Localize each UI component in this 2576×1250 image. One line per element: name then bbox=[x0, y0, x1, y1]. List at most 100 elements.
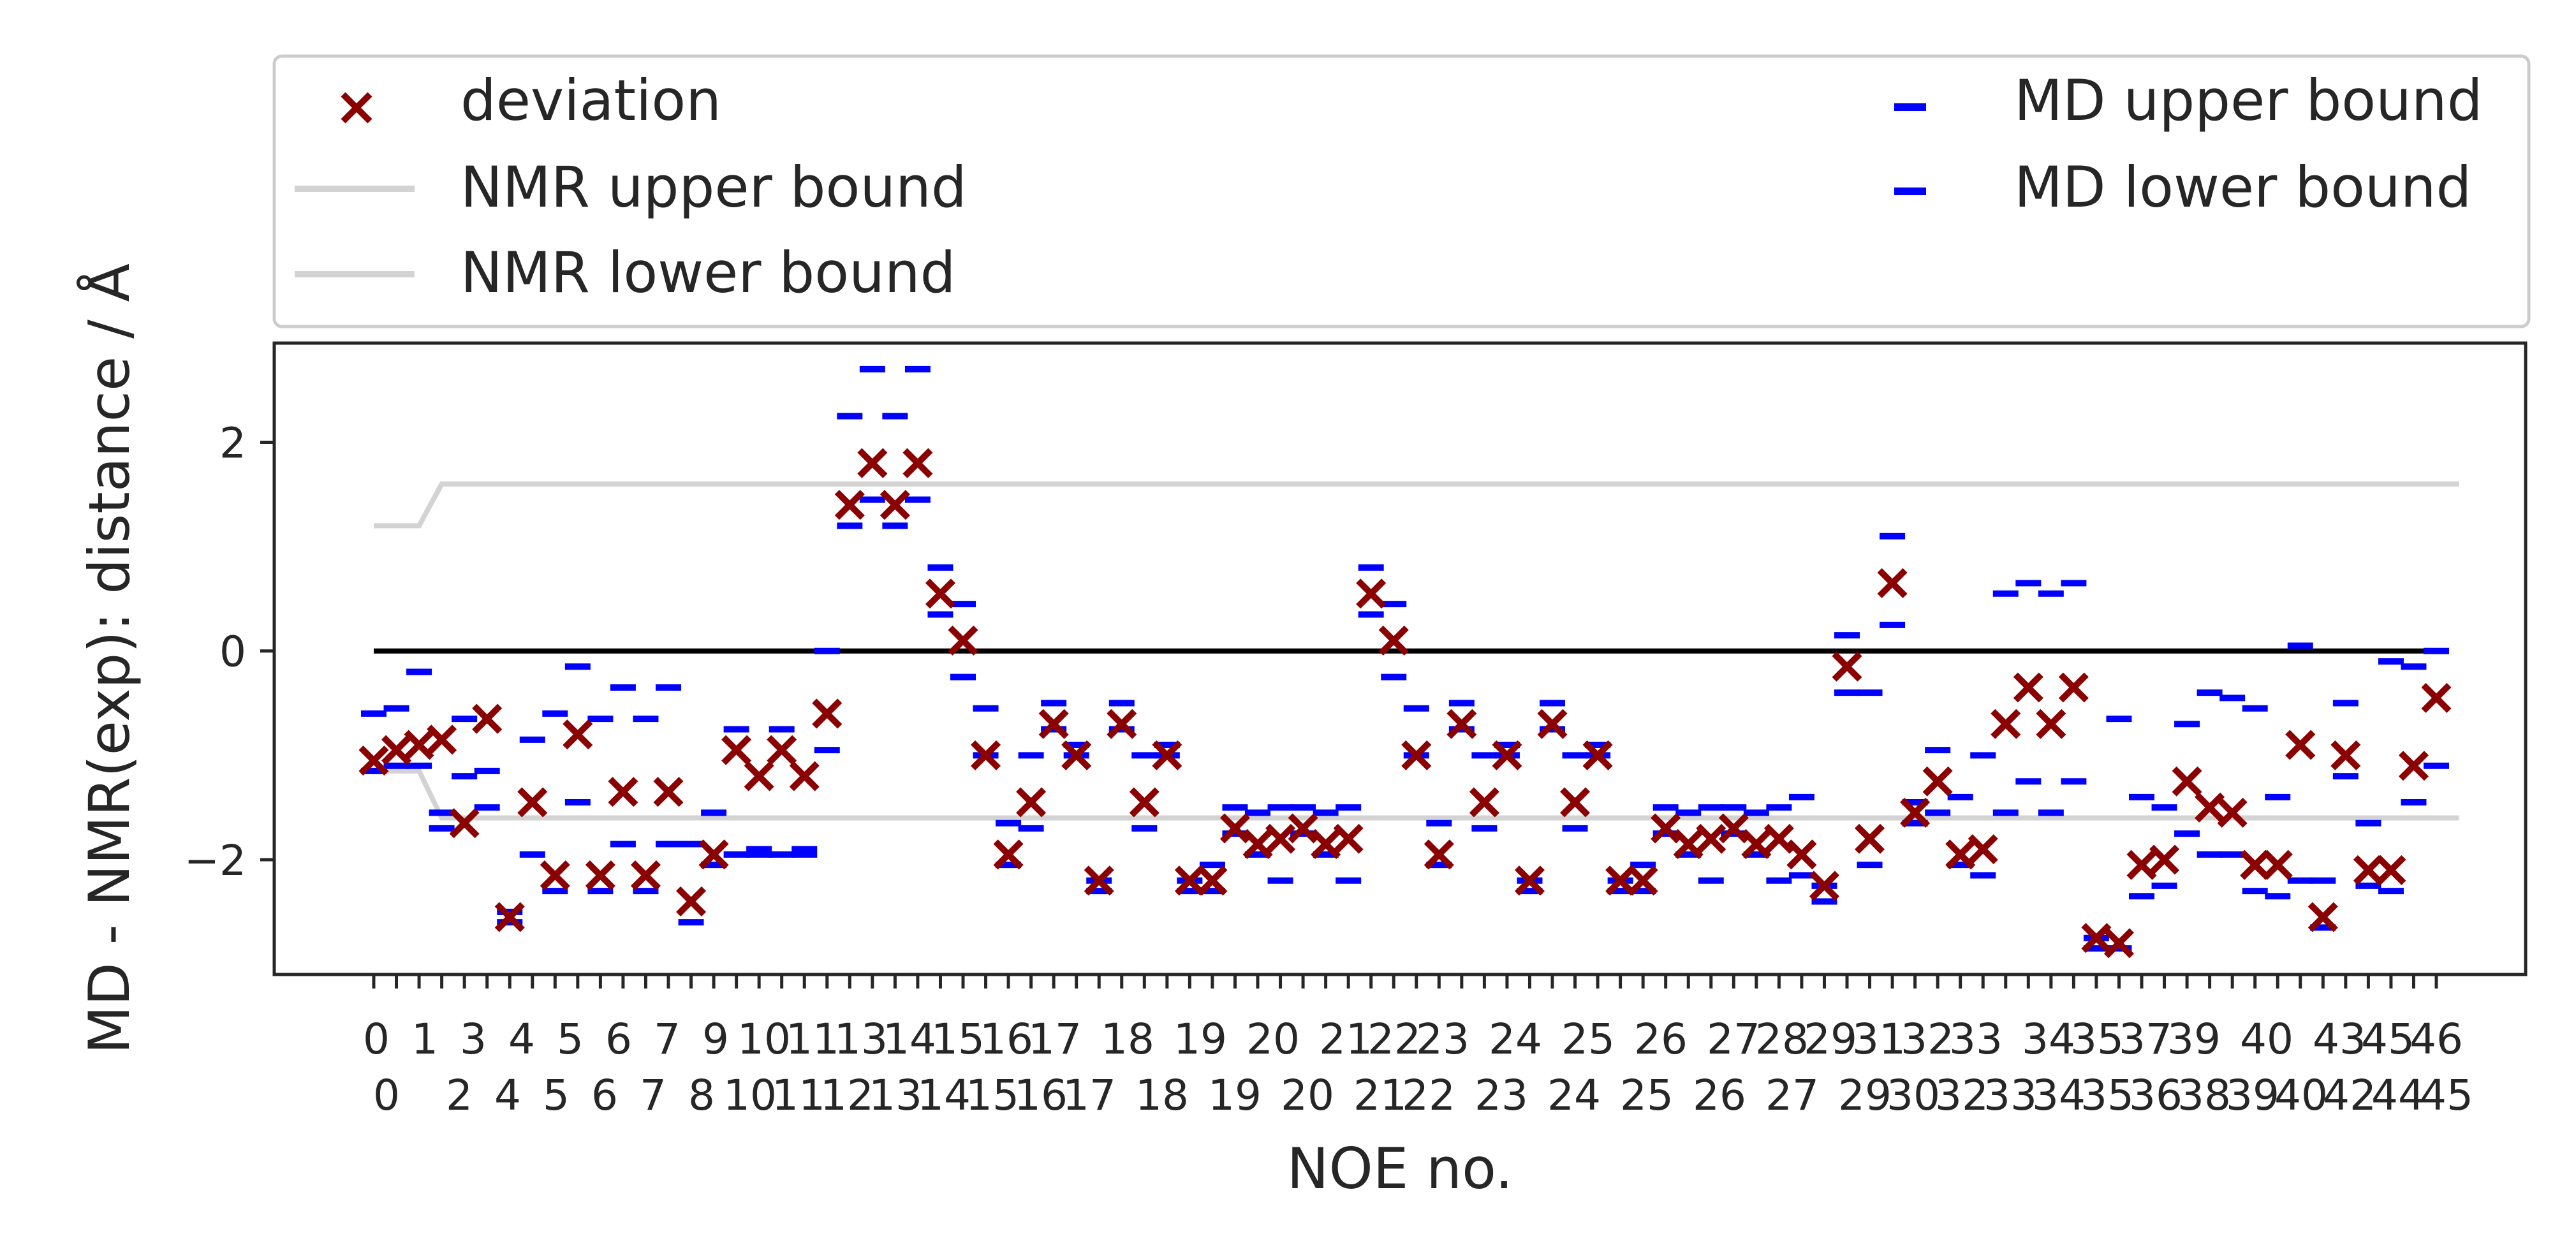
deviation-point-stroke bbox=[789, 761, 820, 791]
nmr-upper-bound-line bbox=[374, 481, 2459, 529]
deviation-point bbox=[971, 740, 1001, 770]
deviation-point bbox=[449, 808, 480, 839]
deviation-point-stroke bbox=[1605, 865, 1636, 896]
deviation-point bbox=[1265, 823, 1296, 854]
deviation-point-stroke bbox=[1242, 828, 1273, 859]
deviation-point-stroke bbox=[1945, 839, 1976, 870]
x-tick-label-top: 16 bbox=[980, 1015, 1033, 1064]
x-tick-label-top: 3 bbox=[460, 1015, 487, 1064]
x-tick-label-bottom: 45 bbox=[2420, 1071, 2473, 1120]
deviation-point-stroke bbox=[2195, 792, 2225, 823]
x-tick-label-top: 21 bbox=[1319, 1015, 1373, 1064]
deviation-point bbox=[653, 777, 684, 807]
deviation-point-stroke bbox=[1016, 787, 1047, 818]
x-tick-label-bottom: 34 bbox=[2032, 1071, 2086, 1120]
deviation-point bbox=[1605, 865, 1636, 896]
x-tick-label-bottom: 12 bbox=[820, 1071, 874, 1120]
x-tick-label-bottom: 7 bbox=[640, 1071, 666, 1120]
deviation-point-stroke bbox=[427, 724, 457, 755]
deviation-point-stroke bbox=[1469, 787, 1499, 818]
deviation-point bbox=[563, 719, 593, 750]
deviation-point-stroke bbox=[2398, 751, 2429, 781]
deviation-point bbox=[1219, 813, 1250, 844]
deviation-point bbox=[789, 761, 820, 791]
x-axis-title: NOE no. bbox=[1287, 1136, 1513, 1202]
x-tick-label-top: 13 bbox=[834, 1015, 888, 1064]
deviation-point-stroke bbox=[1378, 625, 1409, 656]
deviation-point-stroke bbox=[1968, 834, 1998, 865]
deviation-point bbox=[1084, 865, 1114, 896]
x-tick-label-bottom: 20 bbox=[1281, 1071, 1334, 1120]
x-tick-label-top: 9 bbox=[702, 1015, 729, 1064]
deviation-point-stroke bbox=[381, 735, 412, 765]
deviation-point bbox=[1855, 823, 1885, 854]
deviation-point-stroke bbox=[1219, 813, 1250, 844]
deviation-point-stroke bbox=[2376, 855, 2406, 885]
deviation-point-stroke bbox=[1718, 813, 1749, 844]
deviation-point-stroke bbox=[1900, 797, 1931, 828]
x-tick-label-bottom: 11 bbox=[772, 1071, 825, 1120]
deviation-point-stroke bbox=[1651, 813, 1681, 844]
x-tick-label-bottom: 42 bbox=[2323, 1071, 2376, 1120]
deviation-point bbox=[1197, 865, 1228, 896]
deviation-point-stroke bbox=[767, 735, 797, 765]
deviation-point bbox=[1356, 578, 1387, 609]
deviation-point-stroke bbox=[993, 839, 1024, 870]
deviation-point-stroke bbox=[812, 698, 843, 729]
x-tick-label-top: 22 bbox=[1367, 1015, 1421, 1064]
legend-entry-deviation: deviation bbox=[341, 68, 721, 133]
deviation-point bbox=[1288, 813, 1318, 844]
x-axis-ticks: 0012344556677891010111112131314141515161… bbox=[363, 974, 2473, 1120]
deviation-point bbox=[1038, 709, 1069, 739]
deviation-point-stroke bbox=[2262, 849, 2293, 880]
x-tick-label-top: 34 bbox=[2022, 1015, 2075, 1064]
y-tick-label: 0 bbox=[219, 628, 246, 677]
deviation-point bbox=[1242, 828, 1273, 859]
deviation-point-stroke bbox=[971, 740, 1001, 770]
deviation-point-stroke bbox=[540, 860, 570, 891]
deviation-point bbox=[880, 490, 910, 520]
x-tick-label-top: 10 bbox=[737, 1015, 791, 1064]
y-axis-title: MD - NMR(exp): distance / Å bbox=[77, 263, 142, 1054]
x-tick-label-top: 0 bbox=[363, 1015, 390, 1064]
x-tick-label-top: 35 bbox=[2070, 1015, 2124, 1064]
x-tick-label-bottom: 5 bbox=[543, 1071, 570, 1120]
deviation-point bbox=[494, 902, 525, 932]
deviation-point bbox=[1582, 740, 1613, 770]
x-tick-label-bottom: 24 bbox=[1547, 1071, 1601, 1120]
deviation-point bbox=[1673, 828, 1704, 859]
deviation-point bbox=[834, 490, 865, 520]
deviation-point bbox=[812, 698, 843, 729]
deviation-point-stroke bbox=[1877, 568, 1908, 598]
legend-label-md-lower: MD lower bound bbox=[2014, 154, 2471, 220]
legend-entry-nmr-lower: NMR lower bound bbox=[295, 240, 956, 305]
deviation-point-stroke bbox=[1084, 865, 1114, 896]
deviation-point bbox=[358, 746, 389, 776]
x-tick-label-top: 37 bbox=[2119, 1015, 2172, 1064]
x-tick-label-top: 25 bbox=[1561, 1015, 1615, 1064]
x-tick-label-top: 17 bbox=[1028, 1015, 1082, 1064]
legend-entry-md-lower: MD lower bound bbox=[1894, 154, 2471, 220]
deviation-point-stroke bbox=[1786, 839, 1817, 870]
x-tick-label-top: 40 bbox=[2240, 1015, 2293, 1064]
deviation-point bbox=[540, 860, 570, 891]
deviation-point bbox=[1945, 839, 1976, 870]
y-tick-label: 2 bbox=[219, 418, 246, 467]
deviation-point bbox=[1991, 709, 2021, 739]
deviation-point bbox=[1560, 787, 1591, 818]
deviation-point bbox=[1514, 865, 1545, 896]
deviation-point bbox=[2126, 849, 2157, 880]
deviation-point-stroke bbox=[676, 886, 707, 916]
deviation-point-stroke bbox=[1855, 823, 1885, 854]
x-tick-label-bottom: 2 bbox=[446, 1071, 473, 1120]
x-tick-label-bottom: 13 bbox=[869, 1071, 922, 1120]
x-tick-label-top: 1 bbox=[411, 1015, 438, 1064]
deviation-point-stroke bbox=[2307, 902, 2338, 932]
deviation-point-stroke bbox=[1673, 828, 1704, 859]
deviation-point bbox=[948, 625, 978, 656]
x-tick-label-bottom: 25 bbox=[1620, 1071, 1674, 1120]
x-tick-label-bottom: 44 bbox=[2371, 1071, 2425, 1120]
x-tick-label-top: 15 bbox=[931, 1015, 985, 1064]
deviation-point-stroke bbox=[698, 839, 729, 870]
